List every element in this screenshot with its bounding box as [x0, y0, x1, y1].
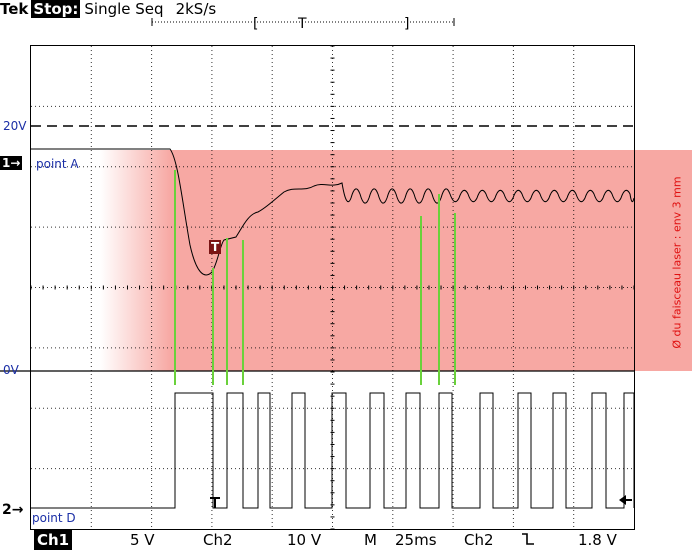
ch2-point-label: point D: [32, 511, 76, 525]
ch1-point-label: point A: [36, 157, 79, 171]
trigger-point-marker: T: [209, 240, 222, 254]
acquisition-mode: Single Seq: [84, 0, 164, 18]
ch1-label: Ch1: [34, 530, 73, 550]
ch1-ground-marker: 1→: [0, 156, 23, 170]
laser-beam-band: [100, 150, 692, 371]
sample-tick-lines: [174, 170, 456, 385]
trigger-window-marker: T: [298, 16, 307, 32]
ch2-trace: [31, 392, 635, 509]
trigger-window-left: [: [253, 16, 259, 32]
ch1-scale: 5 V: [130, 531, 155, 549]
run-state-badge: Stop:: [31, 0, 81, 18]
ch2-label: Ch2: [203, 531, 233, 549]
falling-edge-icon: [520, 530, 536, 553]
laser-annotation-text: Ø du faisceau laser : env 3 mm: [670, 176, 684, 349]
ch2-ground-marker: 2→: [2, 502, 24, 518]
laser-annotation: Ø du faisceau laser : env 3 mm: [662, 155, 692, 370]
acquisition-header: Tek Stop: Single Seq 2kS/s: [0, 0, 216, 18]
ch2-trigger-mark: [210, 497, 220, 508]
graticule-center-axes: [30, 45, 635, 530]
zero-level-label: 0V: [3, 363, 19, 377]
trigger-window-right: ]: [404, 16, 410, 32]
sample-rate: 2kS/s: [175, 0, 217, 18]
trigger-source: Ch2: [464, 531, 494, 549]
ch2-scale: 10 V: [287, 531, 322, 549]
timebase-label: M: [364, 531, 377, 549]
ch1-trace: [31, 148, 635, 276]
trigger-level: 1.8 V: [578, 531, 617, 549]
brand-label: Tek: [0, 0, 29, 18]
status-bar: Ch1 5 V Ch2 10 V M 25ms Ch2 1.8 V: [0, 530, 700, 550]
upper-level-label: 20V: [3, 119, 27, 133]
trigger-window: [151, 18, 455, 26]
timebase-value: 25ms: [395, 531, 437, 549]
trigger-level-arrow: [619, 495, 632, 505]
